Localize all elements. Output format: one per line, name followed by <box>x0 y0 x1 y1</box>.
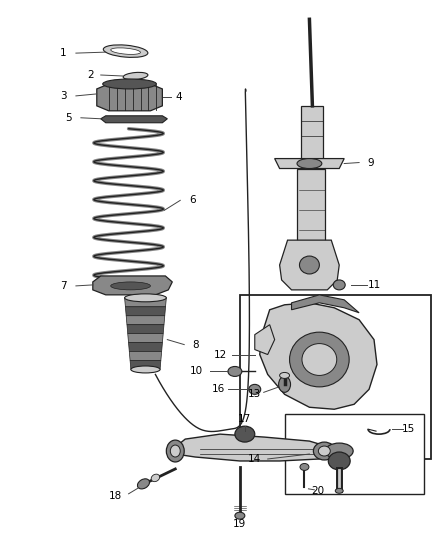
Text: 2: 2 <box>88 70 94 80</box>
Polygon shape <box>97 84 162 111</box>
Ellipse shape <box>318 446 330 456</box>
Bar <box>301 106 323 166</box>
Ellipse shape <box>111 282 150 290</box>
Ellipse shape <box>138 479 149 489</box>
Ellipse shape <box>300 464 309 471</box>
Text: 14: 14 <box>248 454 261 464</box>
Text: 18: 18 <box>109 491 122 501</box>
Ellipse shape <box>235 512 245 519</box>
Polygon shape <box>124 298 166 307</box>
Text: 16: 16 <box>212 384 225 394</box>
Ellipse shape <box>300 256 319 274</box>
Polygon shape <box>125 307 166 316</box>
Polygon shape <box>129 352 162 360</box>
Text: 6: 6 <box>189 196 195 205</box>
Ellipse shape <box>170 445 180 457</box>
Text: 5: 5 <box>66 113 72 123</box>
Bar <box>240 295 431 459</box>
Text: 11: 11 <box>367 280 381 290</box>
Text: 17: 17 <box>238 414 251 424</box>
Ellipse shape <box>297 158 322 168</box>
Text: 4: 4 <box>175 92 182 102</box>
Bar <box>297 168 325 243</box>
Text: 8: 8 <box>192 340 198 350</box>
Ellipse shape <box>103 79 156 89</box>
Polygon shape <box>279 240 339 290</box>
Text: 15: 15 <box>402 424 415 434</box>
Bar <box>285 414 424 494</box>
Polygon shape <box>93 276 172 295</box>
Ellipse shape <box>328 452 350 470</box>
Ellipse shape <box>235 426 255 442</box>
Ellipse shape <box>111 48 141 54</box>
Polygon shape <box>175 434 329 461</box>
Text: 10: 10 <box>190 367 203 376</box>
Polygon shape <box>128 343 162 352</box>
Polygon shape <box>128 334 163 343</box>
Ellipse shape <box>325 443 353 459</box>
Text: 20: 20 <box>311 486 324 496</box>
Text: 9: 9 <box>368 158 374 167</box>
Ellipse shape <box>228 367 242 376</box>
Polygon shape <box>101 116 167 123</box>
Text: 3: 3 <box>60 91 66 101</box>
Ellipse shape <box>333 280 345 290</box>
Text: 12: 12 <box>213 350 226 360</box>
Polygon shape <box>130 360 161 369</box>
Ellipse shape <box>279 376 290 392</box>
Ellipse shape <box>131 366 160 373</box>
Polygon shape <box>255 325 275 354</box>
Ellipse shape <box>166 440 184 462</box>
Text: 1: 1 <box>60 48 66 58</box>
Ellipse shape <box>124 294 166 302</box>
Polygon shape <box>292 295 359 313</box>
Ellipse shape <box>151 474 159 482</box>
Ellipse shape <box>123 72 148 79</box>
Text: 13: 13 <box>248 389 261 399</box>
Polygon shape <box>126 316 165 325</box>
Ellipse shape <box>314 442 335 460</box>
Polygon shape <box>260 303 377 409</box>
Polygon shape <box>275 158 344 168</box>
Ellipse shape <box>302 344 337 375</box>
Text: 19: 19 <box>233 519 247 529</box>
Polygon shape <box>127 325 164 334</box>
Ellipse shape <box>249 384 261 394</box>
Ellipse shape <box>335 488 343 494</box>
Text: 7: 7 <box>60 281 66 291</box>
Ellipse shape <box>279 373 290 378</box>
Ellipse shape <box>103 45 148 58</box>
Ellipse shape <box>290 332 349 387</box>
